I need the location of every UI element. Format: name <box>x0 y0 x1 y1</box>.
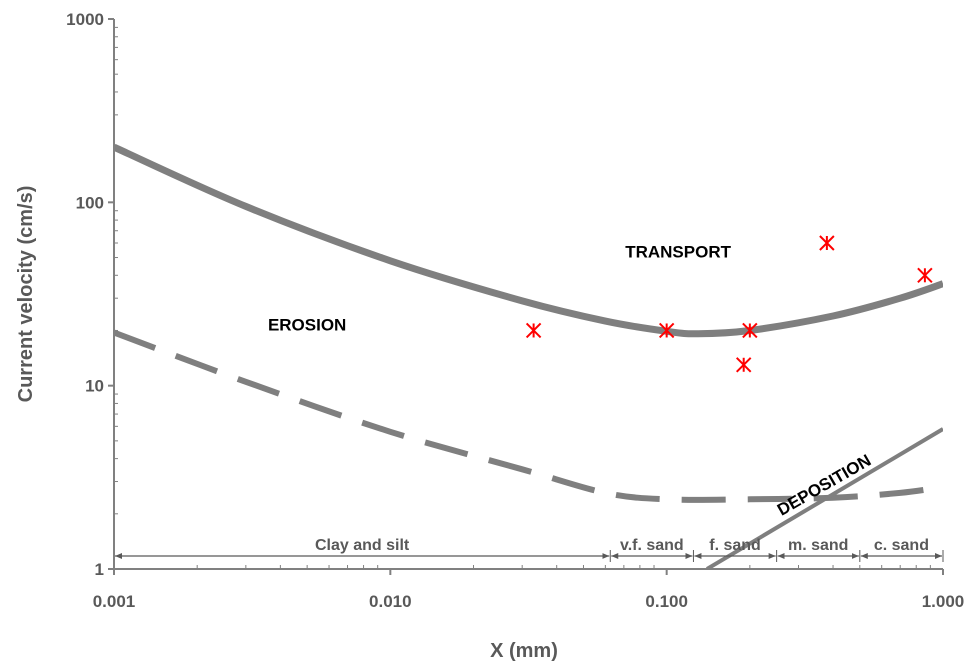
data-point-marker <box>917 267 933 283</box>
labels-layer: TRANSPORT EROSION DEPOSITION <box>268 243 874 520</box>
region-label-deposition: DEPOSITION <box>774 451 874 520</box>
curves-layer <box>114 143 943 569</box>
y-axis-title: Current velocity (cm/s) <box>15 186 37 403</box>
curve-dashed-1 <box>114 329 943 503</box>
size-class-label: m. sand <box>788 537 848 554</box>
curve-solid-thin-2 <box>705 427 943 569</box>
size-class-label: Clay and silt <box>315 537 410 554</box>
curve-solid-0 <box>114 143 943 338</box>
size-class-label: c. sand <box>874 537 929 554</box>
data-point-marker <box>735 357 752 373</box>
region-label-erosion: EROSION <box>268 315 346 334</box>
x-tick-label: 1.000 <box>922 592 965 611</box>
y-tick-label: 1 <box>95 560 104 579</box>
region-label-transport: TRANSPORT <box>625 243 731 262</box>
data-point-marker <box>742 322 758 339</box>
size-class-layer: Clay and silt v.f. sand f. sand m. sand c. s… <box>115 537 944 562</box>
x-tick-label: 0.010 <box>369 592 412 611</box>
x-tick-label: 0.100 <box>645 592 688 611</box>
x-axis-title: X (mm) <box>490 640 558 662</box>
size-class-label: f. sand <box>709 537 761 554</box>
markers-layer <box>525 235 933 373</box>
y-tick-label: 100 <box>76 193 104 212</box>
data-point-marker <box>525 322 542 339</box>
data-point-marker <box>658 322 675 339</box>
y-tick-label: 10 <box>85 377 104 396</box>
y-tick-label: 1000 <box>66 10 104 29</box>
data-point-marker <box>819 235 835 251</box>
x-tick-label: 0.001 <box>93 592 136 611</box>
size-class-label: v.f. sand <box>620 537 684 554</box>
axes-layer: 1 10 100 1000 0.001 0.010 0.100 1.000 <box>66 10 964 611</box>
